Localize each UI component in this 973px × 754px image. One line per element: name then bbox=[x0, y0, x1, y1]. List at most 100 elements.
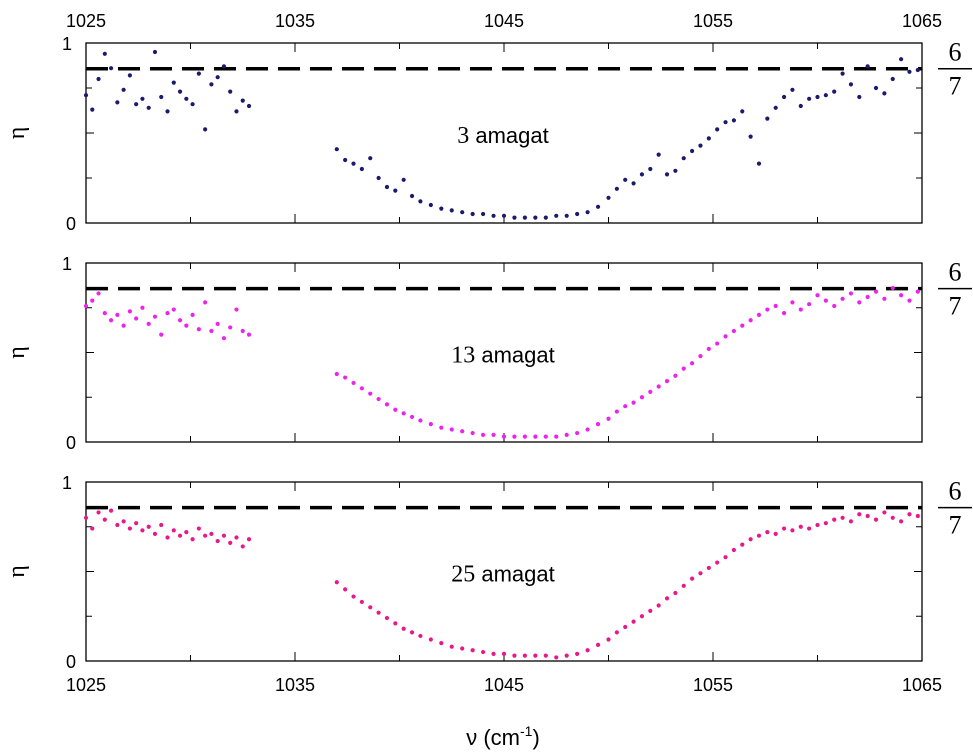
data-point bbox=[815, 293, 820, 298]
data-point bbox=[215, 321, 220, 326]
pressure-unit: amagat bbox=[469, 123, 549, 148]
data-point bbox=[673, 373, 678, 378]
data-point bbox=[706, 346, 711, 352]
data-point bbox=[428, 202, 433, 208]
data-point bbox=[203, 127, 208, 132]
data-point bbox=[376, 610, 381, 615]
data-point bbox=[334, 147, 339, 152]
data-point bbox=[470, 430, 475, 436]
data-point bbox=[543, 434, 548, 439]
data-point bbox=[698, 353, 703, 359]
data-point bbox=[491, 651, 496, 656]
data-point bbox=[334, 371, 339, 377]
data-point bbox=[177, 89, 183, 94]
data-point bbox=[184, 323, 189, 328]
data-point bbox=[899, 519, 904, 524]
data-point bbox=[664, 596, 670, 601]
data-point bbox=[90, 107, 95, 112]
data-point bbox=[748, 537, 753, 542]
data-point bbox=[152, 314, 158, 319]
data-point bbox=[656, 603, 661, 608]
data-point bbox=[807, 96, 812, 101]
data-point bbox=[359, 599, 364, 605]
fraction-denominator: 7 bbox=[949, 511, 962, 540]
y-tick-label: 1 bbox=[62, 473, 72, 493]
data-point bbox=[543, 215, 548, 220]
data-point bbox=[606, 637, 611, 642]
data-point bbox=[159, 522, 164, 528]
data-point bbox=[115, 100, 120, 105]
data-point bbox=[631, 400, 636, 405]
data-point bbox=[343, 587, 348, 592]
data-point bbox=[865, 294, 870, 300]
pressure-annotation: 3 amagat bbox=[457, 123, 549, 149]
x-tick-label-top: 1055 bbox=[693, 11, 733, 31]
x-tick-label-bottom: 1055 bbox=[693, 675, 733, 695]
fraction-denominator: 7 bbox=[949, 292, 962, 321]
data-point bbox=[575, 430, 580, 436]
data-point bbox=[90, 526, 95, 531]
y-tick-label: 1 bbox=[62, 34, 72, 54]
data-point bbox=[756, 533, 762, 538]
data-point bbox=[715, 341, 720, 346]
data-point bbox=[585, 427, 590, 432]
data-point bbox=[240, 328, 245, 334]
data-point bbox=[773, 531, 778, 537]
data-point bbox=[698, 571, 703, 576]
data-point bbox=[184, 530, 189, 535]
data-point bbox=[165, 535, 170, 540]
data-point bbox=[790, 300, 795, 305]
panel-2: 0 1 η 6 7 13 amagat bbox=[4, 254, 972, 453]
data-point bbox=[706, 136, 711, 141]
data-point bbox=[522, 434, 528, 439]
data-point bbox=[102, 517, 107, 522]
data-point bbox=[899, 57, 904, 62]
data-point bbox=[140, 305, 145, 310]
data-point bbox=[873, 517, 879, 522]
data-point bbox=[83, 303, 89, 309]
data-point bbox=[108, 318, 114, 323]
data-point bbox=[501, 434, 507, 439]
data-point bbox=[723, 120, 728, 125]
fraction-numerator: 6 bbox=[949, 477, 962, 506]
data-point bbox=[401, 411, 406, 416]
data-point bbox=[376, 175, 381, 181]
data-point bbox=[121, 87, 126, 92]
data-point bbox=[428, 637, 433, 642]
y-tick-label: 1 bbox=[62, 254, 72, 274]
data-point bbox=[915, 289, 920, 294]
pressure-value: 13 bbox=[451, 343, 475, 369]
data-point bbox=[449, 427, 454, 432]
data-point bbox=[140, 96, 145, 101]
data-point bbox=[575, 651, 580, 656]
pressure-unit: amagat bbox=[475, 343, 555, 368]
y-tick-label: 0 bbox=[66, 214, 76, 234]
data-point bbox=[807, 302, 812, 307]
data-point bbox=[790, 87, 795, 92]
x-tick-label-top: 1035 bbox=[275, 11, 315, 31]
pressure-unit: amagat bbox=[475, 562, 555, 587]
data-point bbox=[882, 296, 887, 301]
fraction-denominator: 7 bbox=[949, 72, 962, 101]
data-point bbox=[196, 327, 201, 332]
data-point bbox=[376, 396, 381, 402]
data-point bbox=[83, 93, 89, 98]
data-point bbox=[368, 156, 373, 161]
data-point bbox=[146, 105, 151, 110]
data-point bbox=[664, 379, 670, 384]
data-point bbox=[134, 316, 139, 321]
y-tick-label: 0 bbox=[66, 433, 76, 453]
data-point bbox=[748, 318, 753, 323]
data-point bbox=[512, 215, 517, 220]
data-point bbox=[234, 109, 239, 114]
data-point bbox=[359, 166, 364, 172]
data-point bbox=[690, 361, 695, 366]
data-point bbox=[96, 291, 101, 296]
data-point bbox=[428, 422, 433, 427]
data-point bbox=[840, 515, 845, 520]
data-point bbox=[177, 533, 183, 538]
data-point bbox=[127, 309, 132, 314]
data-point bbox=[384, 615, 390, 621]
data-point bbox=[134, 102, 139, 107]
